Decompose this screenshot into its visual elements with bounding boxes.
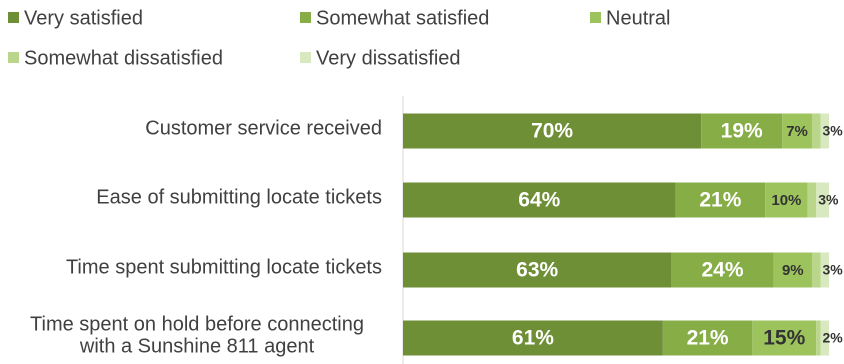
legend-swatch <box>8 12 19 23</box>
bar-segment-very-satisfied <box>403 252 672 288</box>
data-label: 70% <box>531 120 573 143</box>
bar-segment-somewhat-satisfied <box>671 252 774 288</box>
legend-label: Very satisfied <box>24 7 143 29</box>
bar-segment-somewhat-dissatisfied <box>811 113 821 149</box>
category-label: Time spent submitting locate tickets <box>66 256 382 278</box>
legend-item-very-dissatisfied: Very dissatisfied <box>300 47 461 69</box>
legend-swatch <box>300 52 311 63</box>
bar-segment-neutral <box>752 320 817 356</box>
legend: Very satisfied Somewhat satisfied Neutral S… <box>8 7 670 69</box>
bar-segment-neutral <box>782 113 812 149</box>
bar-segment-somewhat-dissatisfied <box>807 182 817 218</box>
legend-label: Somewhat satisfied <box>316 7 489 29</box>
data-label: 9% <box>782 262 804 279</box>
bar-segment-somewhat-dissatisfied <box>816 320 821 356</box>
data-label: 21% <box>699 189 741 212</box>
data-label: 3% <box>822 262 843 278</box>
bar-segment-somewhat-satisfied <box>701 113 783 149</box>
category-label: Ease of submitting locate tickets <box>96 186 382 208</box>
category-label-line: Time spent on hold before connecting <box>30 313 364 335</box>
bar-segment-somewhat-satisfied <box>662 320 753 356</box>
category-label-line: Ease of submitting locate tickets <box>96 186 382 208</box>
data-label: 10% <box>771 192 801 209</box>
bar-row-3: 63% 24% 9% 3% <box>403 252 843 288</box>
data-label: 61% <box>512 327 554 350</box>
legend-item-neutral: Neutral <box>590 7 670 29</box>
data-label: 64% <box>518 189 560 212</box>
data-label: 2% <box>822 330 843 346</box>
bar-segment-very-dissatisfied <box>820 252 829 288</box>
legend-label: Somewhat dissatisfied <box>24 47 223 69</box>
legend-swatch <box>590 12 601 23</box>
bar-row-1: 70% 19% 7% 3% <box>403 113 843 149</box>
bar-segment-very-dissatisfied <box>820 320 829 356</box>
legend-swatch <box>8 52 19 63</box>
bar-segment-neutral <box>773 252 812 288</box>
legend-item-somewhat-dissatisfied: Somewhat dissatisfied <box>8 47 223 69</box>
legend-item-somewhat-satisfied: Somewhat satisfied <box>300 7 489 29</box>
category-label-line: Time spent submitting locate tickets <box>66 256 382 278</box>
data-label: 63% <box>516 259 558 282</box>
category-label-line: with a Sunshine 811 agent <box>79 335 315 357</box>
legend-label: Very dissatisfied <box>316 47 461 69</box>
data-label: 15% <box>763 327 805 350</box>
category-labels: Customer service received Ease of submitt… <box>30 117 382 357</box>
legend-label: Neutral <box>606 7 670 29</box>
category-label-line: Customer service received <box>145 117 382 139</box>
bar-row-2: 64% 21% 10% 3% <box>403 182 839 218</box>
bars: 70% 19% 7% 3% 64% 21% 10% 3% 63% 24% 9% 3% 61% 21% 15%… <box>403 113 843 356</box>
data-label: 7% <box>786 123 808 140</box>
data-label: 19% <box>721 120 763 143</box>
data-label: 3% <box>818 192 839 208</box>
legend-swatch <box>300 12 311 23</box>
bar-row-4: 61% 21% 15% 2% <box>403 320 843 356</box>
bar-segment-somewhat-dissatisfied <box>811 252 821 288</box>
legend-item-very-satisfied: Very satisfied <box>8 7 143 29</box>
bar-segment-neutral <box>765 182 808 218</box>
data-label: 3% <box>822 123 843 139</box>
data-label: 21% <box>687 327 729 350</box>
bar-segment-very-dissatisfied <box>816 182 829 218</box>
bar-segment-very-satisfied <box>403 182 676 218</box>
data-label: 24% <box>701 259 743 282</box>
category-label: Customer service received <box>145 117 382 139</box>
bar-segment-very-dissatisfied <box>820 113 829 149</box>
bar-segment-very-satisfied <box>403 113 702 149</box>
category-label: Time spent on hold before connecting with… <box>30 313 364 357</box>
bar-segment-somewhat-satisfied <box>675 182 766 218</box>
bar-segment-very-satisfied <box>403 320 663 356</box>
